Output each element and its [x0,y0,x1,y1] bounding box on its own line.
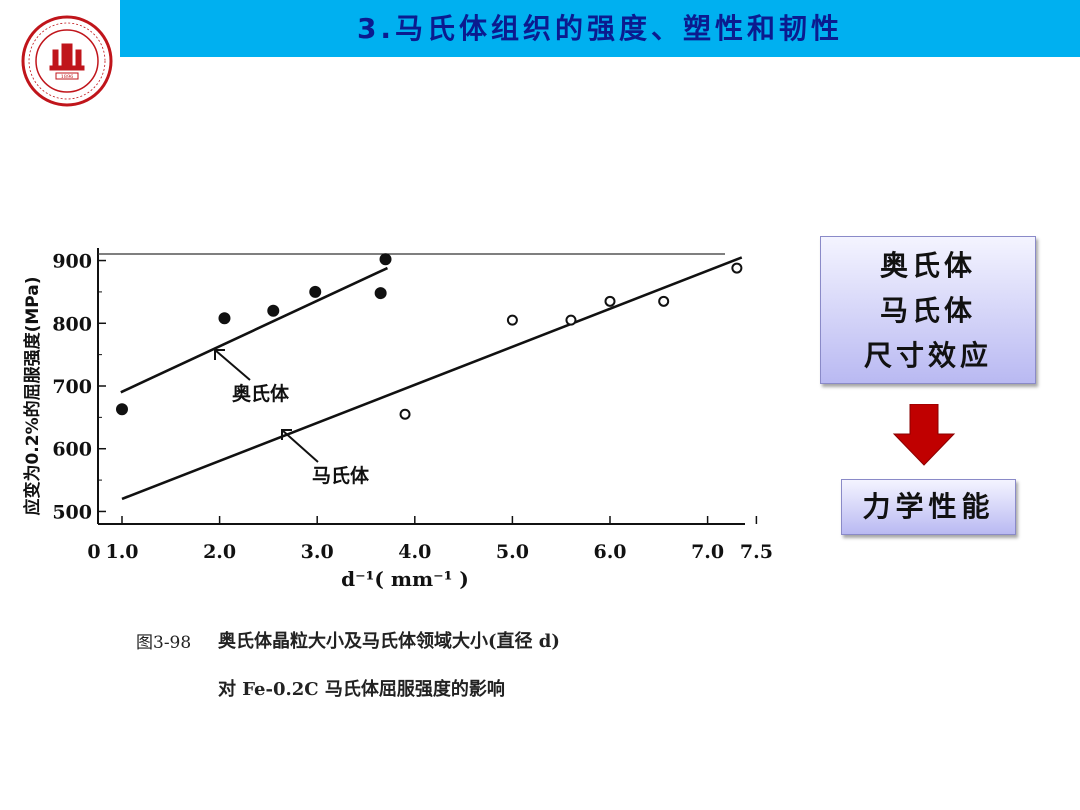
figure-caption-line1: 奥氏体晶粒大小及马氏体领域大小(直径 d) [218,631,560,652]
y-tick-label: 600 [52,439,92,461]
figure-panel: 500 600 700 800 900 0 1.0 2.0 3.0 4.0 5.0 6.0 7.0 7.5… [0,228,776,706]
title-bar [120,0,1080,57]
series-label-martensite: 马氏体 [312,464,370,487]
x-tick-label: 7.0 [691,541,724,563]
series-pointer [281,429,319,463]
fit-line-martensite [121,256,743,501]
y-axis-label: 应变为0.2%的屈服强度(MPa) [22,276,43,515]
data-point-martensite [399,408,411,420]
concept-austenite: 奥氏体 [879,249,976,282]
y-tick-label: 900 [52,251,92,273]
data-point-martensite [604,295,616,307]
fit-line-austenite [120,266,389,394]
series-pointer-head [214,349,225,360]
data-point-martensite [506,314,518,326]
data-point-martensite [565,314,577,326]
series-label-austenite: 奥氏体 [232,382,290,405]
data-point-martensite [658,295,670,307]
concept-size-effect: 尺寸效应 [863,339,992,372]
x-axis-label: d⁻¹( mm⁻¹ ) [341,567,469,591]
x-tick-label: 5.0 [496,541,529,563]
mechanical-properties-box: 力学性能 [841,479,1016,535]
x-tick-label: 1.0 [105,541,138,563]
series-pointer [214,349,251,381]
y-tick-label: 500 [52,501,92,523]
logo-year: 1896 [61,74,74,80]
x-tick-label: 3.0 [301,541,334,563]
x-tick-label: 4.0 [398,541,431,563]
concept-martensite: 马氏体 [879,294,976,327]
data-point-martensite [731,262,743,274]
slide-title: 3.马氏体组织的强度、塑性和韧性 [356,12,844,45]
data-point-austenite [116,403,128,416]
data-point-austenite [309,285,322,298]
data-point-austenite [379,253,392,266]
series-pointer-head [281,429,292,440]
yield-strength-chart: 500 600 700 800 900 0 1.0 2.0 3.0 4.0 5.0 6.0 7.0 7.5… [22,248,773,591]
y-tick-label: 700 [52,376,92,398]
concept-box: 奥氏体 马氏体 尺寸效应 [820,236,1036,384]
figure-number: 图3-98 [136,633,192,653]
figure-caption-line2: 对 Fe-0.2C 马氏体屈服强度的影响 [218,679,505,700]
data-point-austenite [218,312,231,325]
x-tick-label: 6.0 [593,541,626,563]
y-tick-label: 800 [52,313,92,335]
data-point-austenite [267,304,280,317]
x-tick-label: 7.5 [740,541,773,563]
x-tick-label: 0 [87,541,100,563]
university-logo: 1896 [21,15,113,107]
data-point-austenite [374,287,387,300]
x-tick-label: 2.0 [203,541,236,563]
down-arrow-icon [892,404,956,466]
